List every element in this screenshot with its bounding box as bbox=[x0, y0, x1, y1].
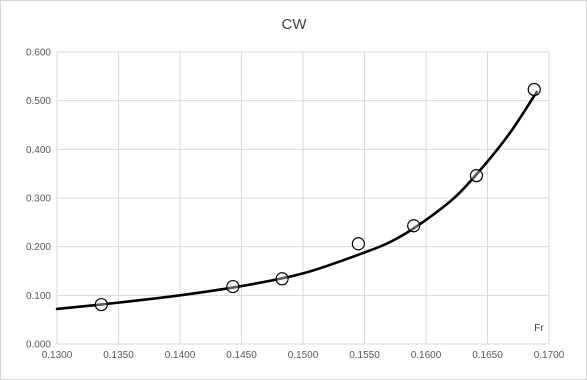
data-point bbox=[226, 279, 240, 294]
x-tick-layer: 0.1300 0.1350 0.1400 0.1450 0.1500 0.1550 0.16… bbox=[42, 350, 565, 361]
grid-layer bbox=[56, 51, 550, 345]
data-point bbox=[407, 219, 421, 233]
y-tick-label: 0.400 bbox=[26, 145, 51, 156]
y-tick-label: 0.300 bbox=[26, 194, 51, 205]
data-point bbox=[469, 169, 484, 183]
data-point bbox=[351, 237, 365, 251]
x-axis-name: Fr bbox=[534, 323, 544, 334]
y-tick-label: 0.500 bbox=[26, 96, 51, 107]
point-layer bbox=[94, 82, 541, 312]
y-tick-label: 0.100 bbox=[26, 291, 51, 302]
y-tick-label: 0.600 bbox=[26, 48, 51, 59]
y-tick-label: 0.200 bbox=[26, 242, 51, 253]
data-point bbox=[94, 297, 108, 312]
trendline bbox=[55, 90, 538, 311]
x-tick-label: 0.1450 bbox=[226, 350, 257, 361]
x-tick-label: 0.1550 bbox=[349, 350, 380, 361]
chart-title: CW bbox=[282, 16, 308, 33]
trend-layer bbox=[55, 90, 538, 311]
x-tick-label: 0.1300 bbox=[42, 350, 73, 361]
x-tick-label: 0.1400 bbox=[165, 350, 196, 361]
data-point bbox=[527, 82, 541, 97]
x-tick-label: 0.1650 bbox=[472, 350, 503, 361]
x-tick-label: 0.1350 bbox=[103, 350, 134, 361]
x-tick-label: 0.1500 bbox=[288, 350, 319, 361]
data-point bbox=[275, 272, 289, 286]
x-tick-label: 0.1600 bbox=[411, 350, 442, 361]
y-tick-layer: 0.000 0.100 0.200 0.300 0.400 0.500 0.600 bbox=[26, 48, 51, 351]
x-tick-label: 0.1700 bbox=[534, 350, 565, 361]
y-tick-label: 0.000 bbox=[26, 340, 51, 351]
